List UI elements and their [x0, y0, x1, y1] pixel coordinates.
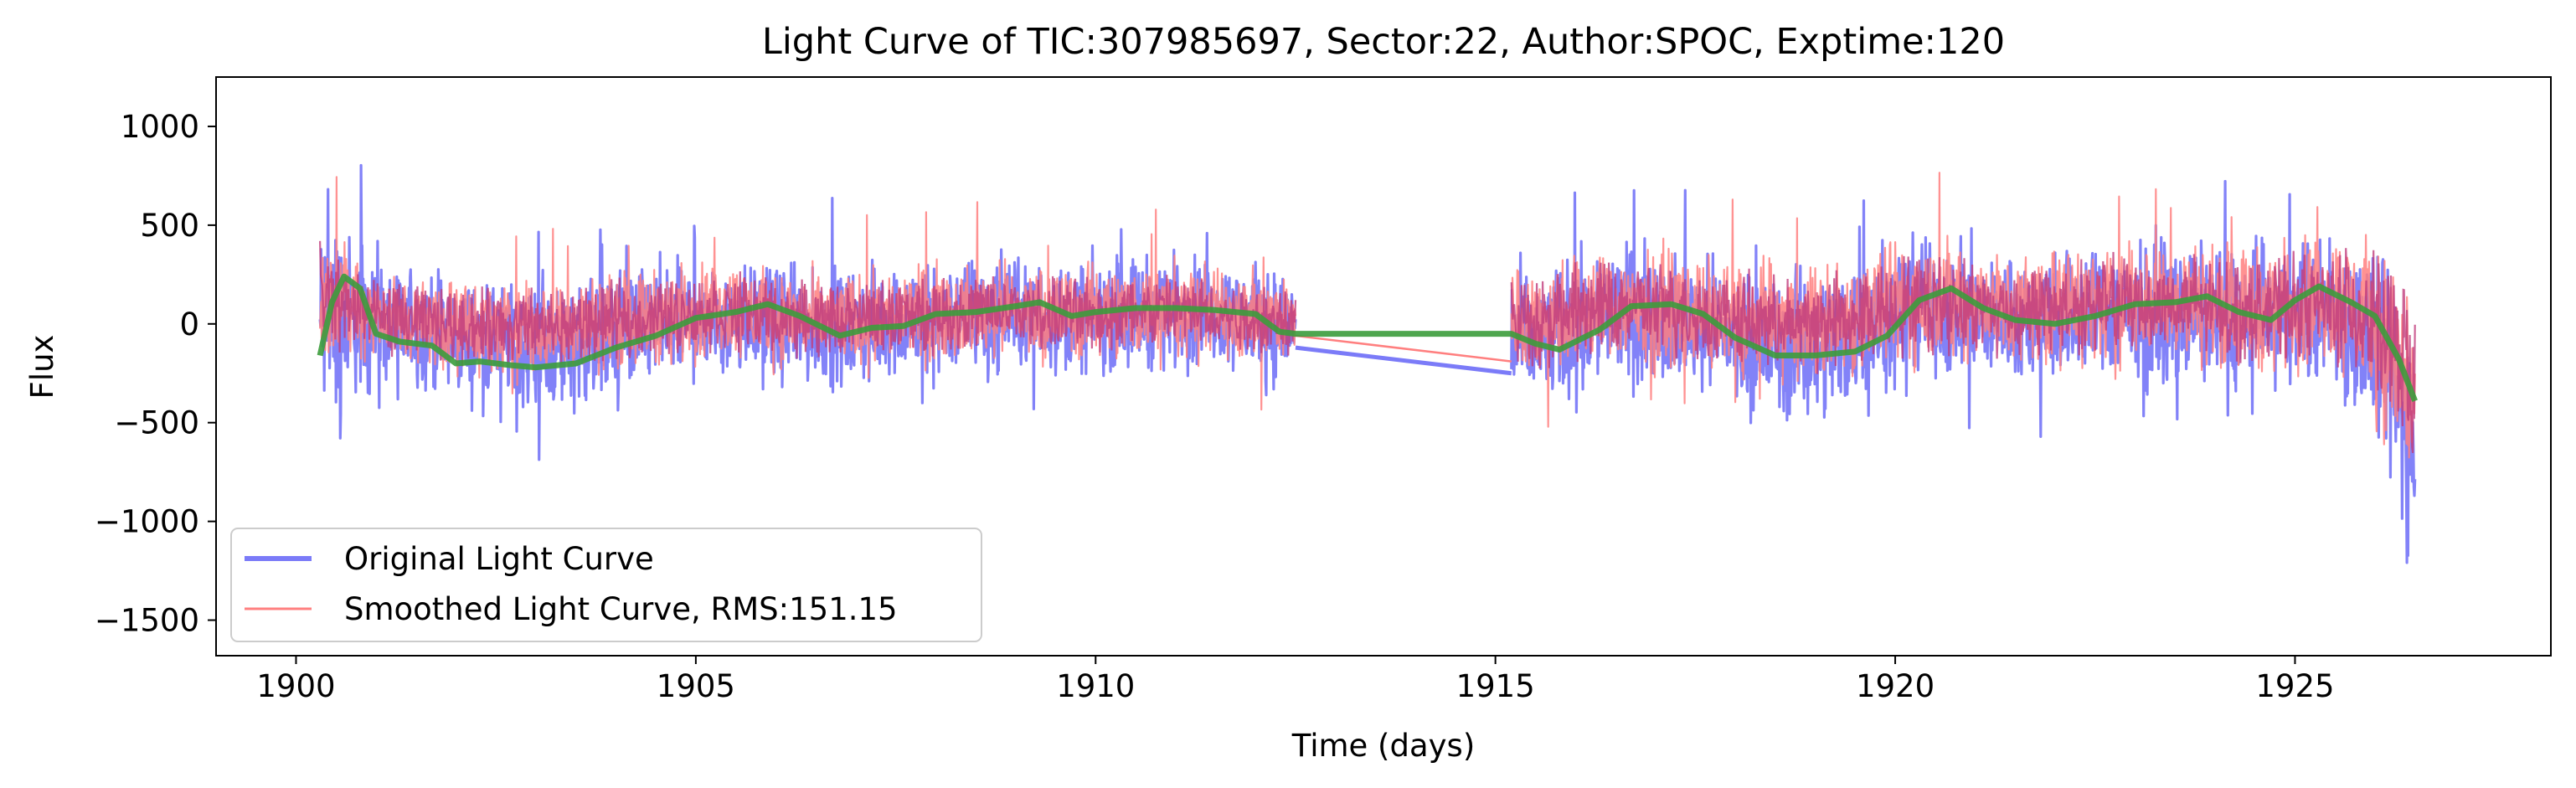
x-axis-label: Time (days): [1291, 728, 1476, 764]
original-light-curve-gap-line: [1295, 345, 1512, 376]
y-tick-label: −1000: [95, 504, 199, 540]
overlap-segment-1: [1510, 248, 2416, 454]
x-tick-label: 1905: [657, 668, 735, 704]
legend: Original Light Curve Smoothed Light Curv…: [230, 528, 982, 642]
y-tick-label: −500: [114, 405, 199, 441]
y-axis-label: Flux: [24, 335, 60, 399]
legend-label-smoothed: Smoothed Light Curve, RMS:151.15: [344, 591, 898, 627]
x-tick-label: 1900: [256, 668, 335, 704]
smoothed-light-curve-gap-line: [1295, 334, 1512, 363]
y-tick-label: 500: [140, 208, 199, 244]
overlap-segment-0: [319, 240, 1297, 367]
plot-frame: [215, 76, 2552, 657]
legend-label-original: Original Light Curve: [344, 541, 654, 577]
trend-line: [317, 273, 2418, 403]
x-tick-label: 1915: [1456, 668, 1535, 704]
chart-title: Light Curve of TIC:307985697, Sector:22,…: [762, 21, 2005, 63]
overlap-tint: [319, 240, 2416, 454]
x-tick-label: 1910: [1056, 668, 1135, 704]
x-tick-label: 1925: [2255, 668, 2334, 704]
x-tick-label: 1920: [1856, 668, 1935, 704]
y-tick-label: −1500: [95, 603, 199, 639]
legend-box: [230, 528, 982, 642]
y-axis: −1500 −1000 −500 0 500 1000: [95, 109, 216, 639]
plot-area: [317, 163, 2418, 564]
x-axis: 1900 1905 1910 1915 1920 1925: [256, 656, 2335, 704]
y-tick-label: 1000: [121, 109, 199, 145]
y-tick-label: 0: [179, 306, 199, 342]
